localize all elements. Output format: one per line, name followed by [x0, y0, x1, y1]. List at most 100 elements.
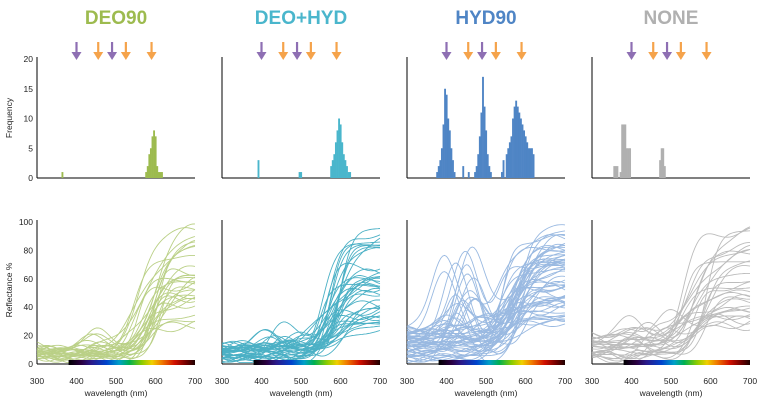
histogram-bar: [659, 160, 662, 178]
reflectance-curve: [221, 246, 381, 361]
arrow-head: [675, 52, 686, 60]
histogram-ytick-label: 15: [24, 84, 34, 94]
spectrum-bar: [438, 360, 565, 365]
histogram-bar: [452, 160, 454, 178]
histogram-bar: [154, 136, 157, 178]
histogram-bar: [453, 172, 456, 178]
histogram-ytick-label: 5: [28, 143, 33, 153]
arrow-head: [93, 52, 104, 60]
reflectance-xtick-label: 400: [69, 376, 83, 386]
reflectance-curve: [36, 294, 196, 360]
arrow-head: [626, 52, 637, 60]
arrow-head: [146, 52, 157, 60]
histogram-bar: [501, 172, 503, 178]
reflectance-curve: [406, 271, 566, 339]
reflectance-curve: [221, 243, 381, 359]
histogram-bar: [518, 112, 521, 178]
arrow-head: [662, 52, 673, 60]
histogram-bar: [529, 148, 532, 178]
reflectance-curve: [221, 262, 381, 353]
arrow-head: [107, 52, 118, 60]
reflectance-curve: [406, 304, 566, 353]
histogram-bar: [531, 148, 533, 178]
histogram-bar: [436, 172, 439, 178]
histogram-bar: [662, 148, 665, 178]
reflectance-xtick-label: 400: [254, 376, 268, 386]
reflectance-curve: [591, 281, 751, 360]
histogram-bar: [505, 154, 508, 178]
reflectance-xtick-label: 700: [558, 376, 572, 386]
reflectance-curve: [591, 272, 750, 342]
histogram-bar: [444, 88, 447, 178]
arrow-orange-3: [490, 42, 501, 60]
histogram-bar: [614, 166, 617, 178]
reflectance-xtick-label: 300: [215, 376, 229, 386]
histogram-bar: [61, 172, 64, 178]
histogram-bar: [502, 160, 505, 178]
reflectance-x-axis-label: wavelength (nm): [84, 388, 148, 398]
histogram-y-axis-label: Frequency: [4, 97, 14, 138]
histogram-bar: [157, 172, 160, 178]
arrow-head: [701, 52, 712, 60]
reflectance-xtick-label: 500: [664, 376, 678, 386]
reflectance-x-axis-label: wavelength (nm): [269, 388, 333, 398]
histogram-ytick-label: 10: [24, 114, 34, 124]
panel-deo-hyd: DEO+HYD 300 400 500 600 700 wavelength (nm): [215, 8, 387, 398]
reflectance-curve: [406, 263, 566, 361]
reflectance-curve: [36, 289, 196, 357]
reflectance-curve: [36, 292, 196, 358]
panel-deo90: DEO90 0 5 10 15 20 0 20 40 60 80 100 300 400 500 600 700…: [19, 8, 203, 398]
reflectance-curves: [591, 226, 751, 364]
reflectance-curve: [591, 289, 751, 350]
histogram-bar: [347, 172, 350, 178]
arrow-head: [463, 52, 474, 60]
reflectance-curve: [591, 305, 750, 348]
reflectance-curve: [221, 316, 381, 353]
arrow-orange-3: [675, 42, 686, 60]
arrow-head: [305, 52, 316, 60]
reflectance-curve: [222, 325, 381, 351]
reflectance-ytick-label: 100: [19, 217, 33, 227]
histogram-bar: [447, 118, 450, 178]
panels-group: DEO90 0 5 10 15 20 0 20 40 60 80 100 300 400 500 600 700…: [19, 8, 758, 398]
reflectance-curve: [591, 294, 751, 344]
arrow-orange-1: [648, 42, 659, 60]
reflectance-curve: [406, 242, 566, 344]
reflectance-curve: [591, 309, 751, 339]
reflectance-curve: [406, 263, 566, 358]
reflectance-curve: [406, 260, 566, 356]
histogram-bar: [523, 130, 526, 178]
histogram-bar: [621, 124, 624, 178]
reflectance-curve: [37, 274, 196, 357]
histogram-bar: [475, 166, 478, 178]
spectrum-bar: [623, 360, 750, 365]
histogram-bar: [151, 136, 154, 178]
reflectance-curve: [36, 302, 196, 364]
reflectance-x-axis-label: wavelength (nm): [639, 388, 703, 398]
spectrum-bar: [253, 360, 380, 365]
histogram-bar: [516, 106, 519, 178]
reflectance-curve: [591, 320, 751, 349]
reflectance-curves: [36, 223, 196, 364]
reflectance-xtick-label: 600: [518, 376, 532, 386]
panel-title: DEO90: [85, 8, 147, 29]
reflectance-xtick-label: 600: [333, 376, 347, 386]
histogram-bar: [508, 142, 511, 178]
reflectance-curve: [591, 314, 751, 362]
histogram-bar: [336, 130, 339, 178]
reflectance-curve: [591, 249, 751, 360]
reflectance-curve: [37, 236, 196, 355]
histogram-bar: [330, 166, 333, 178]
histogram-bar: [334, 142, 337, 178]
histogram-bar: [625, 148, 628, 178]
arrow-head: [648, 52, 659, 60]
reflectance-xtick-label: 300: [30, 376, 44, 386]
reflectance-curve: [221, 300, 381, 353]
reflectance-curves: [406, 224, 566, 363]
histogram-bar: [519, 118, 522, 178]
reflectance-ytick-label: 80: [24, 245, 34, 255]
histogram-bar: [486, 154, 489, 178]
reflectance-curve: [221, 246, 381, 348]
histogram-bar: [507, 148, 510, 178]
arrow-head: [256, 52, 267, 60]
